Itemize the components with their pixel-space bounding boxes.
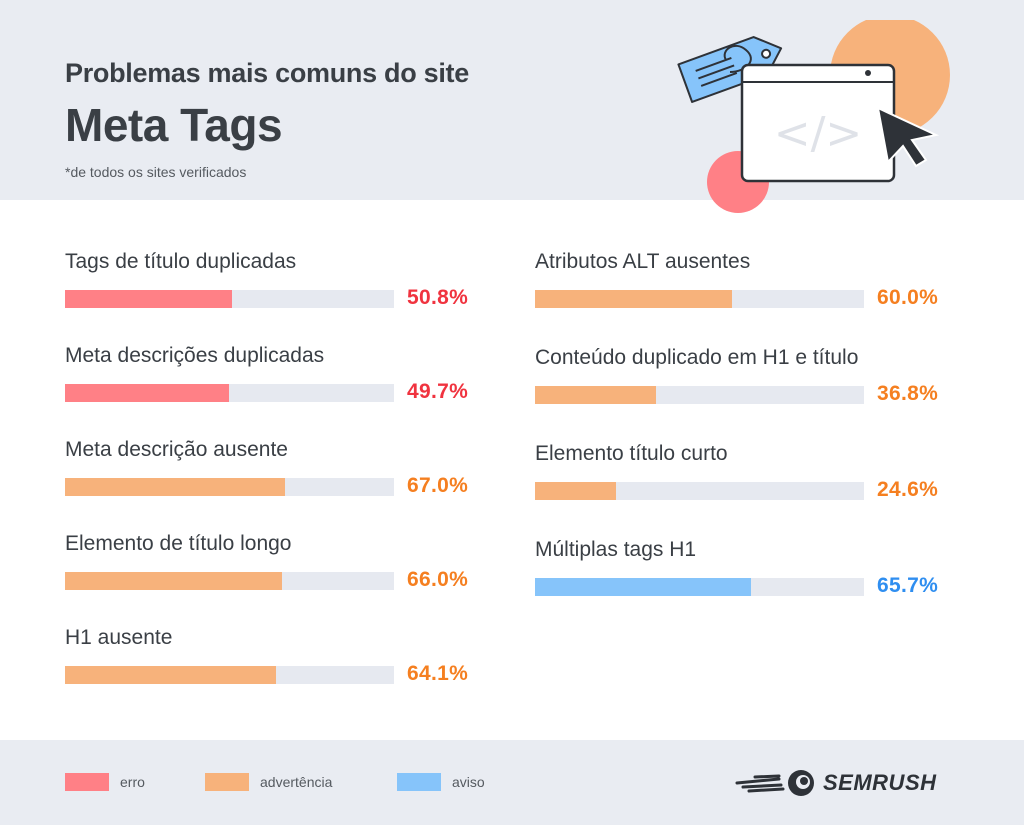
cursor-icon — [876, 106, 940, 168]
bar-track — [535, 386, 864, 404]
bar-value-label: 66.0% — [407, 568, 469, 591]
bar-row: Múltiplas tags H1 65.7% — [535, 538, 955, 634]
code-browser-illustration: </> — [677, 20, 950, 213]
left-column: Tags de título duplicadas 50.8% Meta descr… — [65, 250, 485, 720]
bar-label: Conteúdo duplicado em H1 e título — [535, 346, 859, 369]
bar-row: Elemento título curto 24.6% — [535, 442, 955, 538]
bar-value-label: 65.7% — [877, 574, 939, 597]
bar-fill — [65, 290, 233, 308]
bar-value-label: 64.1% — [407, 662, 469, 685]
bar-fill — [65, 384, 229, 402]
footer: erro advertência aviso SEMRUSH — [0, 740, 1024, 825]
legend-swatch-advertencia — [205, 773, 249, 791]
bar-fill — [535, 290, 733, 308]
bar-label: Múltiplas tags H1 — [535, 538, 697, 561]
legend-label-advertencia: advertência — [260, 774, 333, 790]
bar-label: Elemento de título longo — [65, 532, 292, 555]
bar-track — [65, 290, 394, 308]
bar-row: H1 ausente 64.1% — [65, 626, 485, 720]
bar-track — [65, 666, 394, 684]
bar-label: Elemento título curto — [535, 442, 728, 465]
legend-swatch-erro — [65, 773, 109, 791]
bar-label: Meta descrições duplicadas — [65, 344, 325, 367]
legend-swatch-aviso — [397, 773, 441, 791]
bar-track — [65, 384, 394, 402]
bar-row: Conteúdo duplicado em H1 e título 36.8% — [535, 346, 955, 442]
bar-value-label: 60.0% — [877, 286, 939, 309]
bar-fill — [535, 386, 657, 404]
bar-track — [535, 290, 864, 308]
bar-value-label: 24.6% — [877, 478, 939, 501]
semrush-fireball-icon — [735, 770, 814, 796]
bar-track — [535, 578, 864, 596]
footnote: *de todos os sites verificados — [65, 164, 247, 180]
bar-label: Meta descrição ausente — [65, 438, 288, 461]
bar-row: Meta descrição ausente 67.0% — [65, 438, 485, 532]
bar-row: Meta descrições duplicadas 49.7% — [65, 344, 485, 438]
page-title: Meta Tags — [65, 99, 283, 151]
bar-label: Tags de título duplicadas — [65, 250, 297, 273]
bar-value-label: 67.0% — [407, 474, 469, 497]
bar-fill — [65, 666, 276, 684]
code-icon: </> — [774, 108, 863, 159]
bar-fill — [535, 578, 752, 596]
bar-track — [535, 482, 864, 500]
bar-value-label: 50.8% — [407, 286, 469, 309]
bar-value-label: 49.7% — [407, 380, 469, 403]
bar-value-label: 36.8% — [877, 382, 939, 405]
tag-icon — [677, 36, 783, 103]
right-column: Atributos ALT ausentes 60.0% Conteúdo dupl… — [535, 250, 955, 634]
legend-label-aviso: aviso — [452, 774, 485, 790]
bar-fill — [535, 482, 616, 500]
legend-label-erro: erro — [120, 774, 145, 790]
semrush-logo: SEMRUSH — [735, 768, 950, 798]
bar-row: Elemento de título longo 66.0% — [65, 532, 485, 626]
bar-fill — [65, 572, 283, 590]
kicker-title: Problemas mais comuns do site — [65, 58, 469, 88]
bar-row: Tags de título duplicadas 50.8% — [65, 250, 485, 344]
bar-track — [65, 478, 394, 496]
bar-track — [65, 572, 394, 590]
bar-label: H1 ausente — [65, 626, 173, 649]
semrush-logo-text: SEMRUSH — [823, 770, 937, 795]
bar-row: Atributos ALT ausentes 60.0% — [535, 250, 955, 346]
bar-label: Atributos ALT ausentes — [535, 250, 751, 273]
bar-fill — [65, 478, 286, 496]
